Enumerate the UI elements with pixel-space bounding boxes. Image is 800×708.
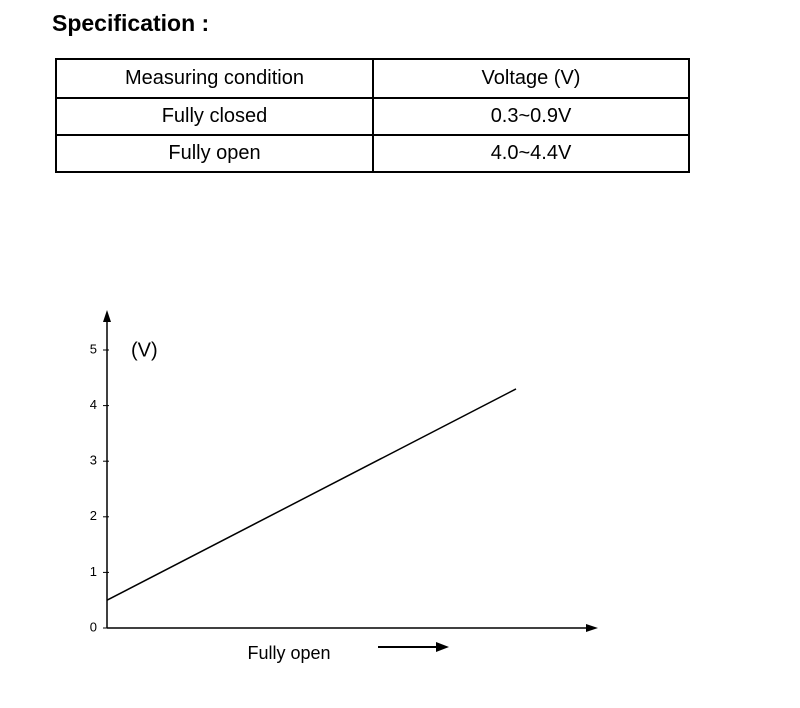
y-tick-label: 3: [90, 453, 97, 468]
cell: Fully open: [55, 134, 374, 173]
spec-table: Measuring condition Voltage (V) Fully cl…: [55, 58, 690, 173]
x-axis-label: Fully open: [247, 643, 330, 663]
y-tick-label: 2: [90, 508, 97, 523]
direction-arrow-head: [436, 642, 449, 652]
data-line: [106, 388, 517, 601]
row: Fully closed 0.3~0.9V: [55, 97, 690, 136]
cell: 4.0~4.4V: [372, 134, 690, 173]
title: Specification :: [52, 10, 210, 36]
cell: 0.3~0.9V: [372, 97, 690, 136]
header-row: Measuring condition Voltage (V): [55, 58, 690, 99]
y-tick-label: 1: [90, 564, 97, 579]
y-tick-label: 5: [90, 341, 97, 356]
header-cell: Voltage (V): [372, 58, 690, 99]
header-cell: Measuring condition: [55, 58, 374, 99]
y-axis-arrow: [103, 310, 111, 322]
cell: Fully closed: [55, 97, 374, 136]
row: Fully open 4.0~4.4V: [55, 134, 690, 173]
y-tick-label: 0: [90, 619, 97, 634]
x-axis-arrow: [586, 624, 598, 632]
y-tick-label: 4: [90, 397, 97, 412]
y-axis-label: (V): [131, 339, 158, 361]
